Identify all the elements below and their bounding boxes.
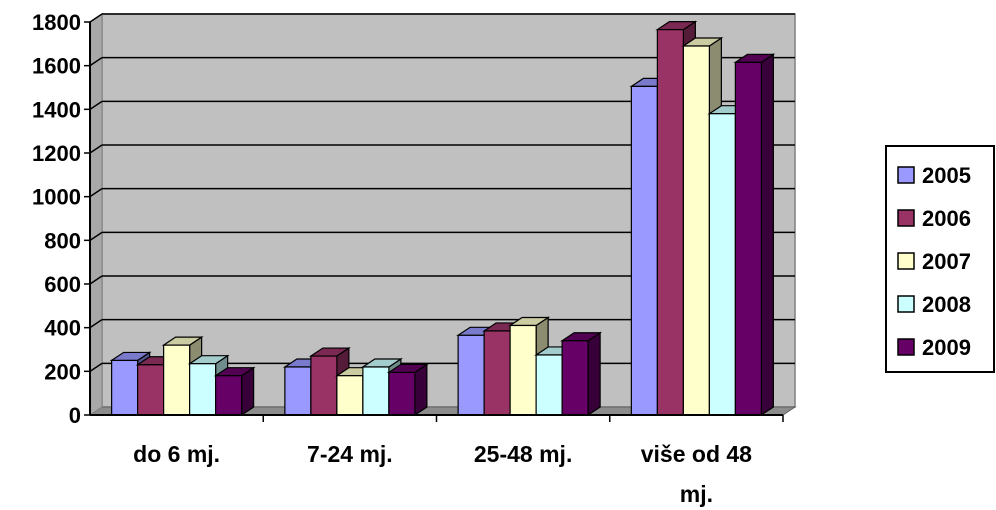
- y-tick-label: 1400: [32, 97, 81, 122]
- plot-side-wall: [89, 13, 103, 416]
- bar-front: [189, 363, 217, 416]
- legend-label: 2005: [922, 163, 971, 188]
- bar-front: [336, 375, 364, 416]
- legend-swatch: [897, 209, 915, 227]
- x-category-label: do 6 mj.: [133, 441, 220, 467]
- x-category-label: mj.: [680, 481, 713, 507]
- x-category-label: više od 48: [641, 441, 752, 467]
- bar-front: [457, 334, 485, 416]
- bar-front: [734, 61, 762, 416]
- bar-front: [682, 45, 710, 416]
- gridline-side: [89, 144, 103, 154]
- gridline-side: [89, 231, 103, 241]
- legend-label: 2008: [922, 292, 971, 317]
- legend-swatch: [897, 252, 915, 270]
- y-tick-label: 400: [44, 316, 81, 341]
- gridline-side: [89, 100, 103, 110]
- y-tick-label: 800: [44, 228, 81, 253]
- bar-front: [362, 366, 390, 416]
- bar-front: [111, 359, 139, 416]
- legend-label: 2007: [922, 249, 971, 274]
- bar-side: [760, 53, 774, 417]
- gridline-side: [89, 362, 103, 372]
- y-tick-label: 1800: [32, 10, 81, 35]
- bar-front: [561, 340, 589, 416]
- legend-label: 2006: [922, 206, 971, 231]
- bar-front: [215, 375, 243, 416]
- x-category-label: 7-24 mj.: [307, 441, 393, 467]
- bar-front: [137, 364, 165, 416]
- legend-swatch: [897, 295, 915, 313]
- bar-front: [284, 366, 312, 416]
- bar-front: [163, 344, 191, 416]
- y-tick-label: 0: [69, 403, 81, 428]
- gridline-side: [89, 319, 103, 329]
- legend: 2005 2006 2007 2008 2009: [885, 145, 995, 373]
- gridline-side: [89, 275, 103, 285]
- bar-front: [483, 330, 511, 416]
- bar-2009-3: [560, 331, 603, 417]
- y-tick-label: 1600: [32, 54, 81, 79]
- gridline-side: [89, 57, 103, 67]
- legend-swatch: [897, 166, 915, 184]
- bar-side: [587, 331, 601, 417]
- x-category-label: 25-48 mj.: [474, 441, 572, 467]
- bar-front: [509, 324, 537, 416]
- y-tick-label: 600: [44, 272, 81, 297]
- legend-label: 2009: [922, 335, 971, 360]
- bar-2009-2: [386, 363, 429, 417]
- y-tick-label: 200: [44, 359, 81, 384]
- bar-front: [310, 355, 338, 416]
- bar-2009-1: [213, 366, 256, 417]
- y-tick-label: 1000: [32, 185, 81, 210]
- y-tick-label: 1200: [32, 141, 81, 166]
- gridline-side: [89, 188, 103, 198]
- bar-front: [656, 29, 684, 416]
- bar-front: [630, 85, 658, 416]
- legend-swatch: [897, 338, 915, 356]
- gridline-side: [89, 13, 103, 23]
- bar-side: [414, 363, 428, 417]
- bar-front: [388, 371, 416, 416]
- bar-2009-4: [733, 53, 776, 417]
- bar-front: [535, 354, 563, 416]
- bar-front: [708, 113, 736, 416]
